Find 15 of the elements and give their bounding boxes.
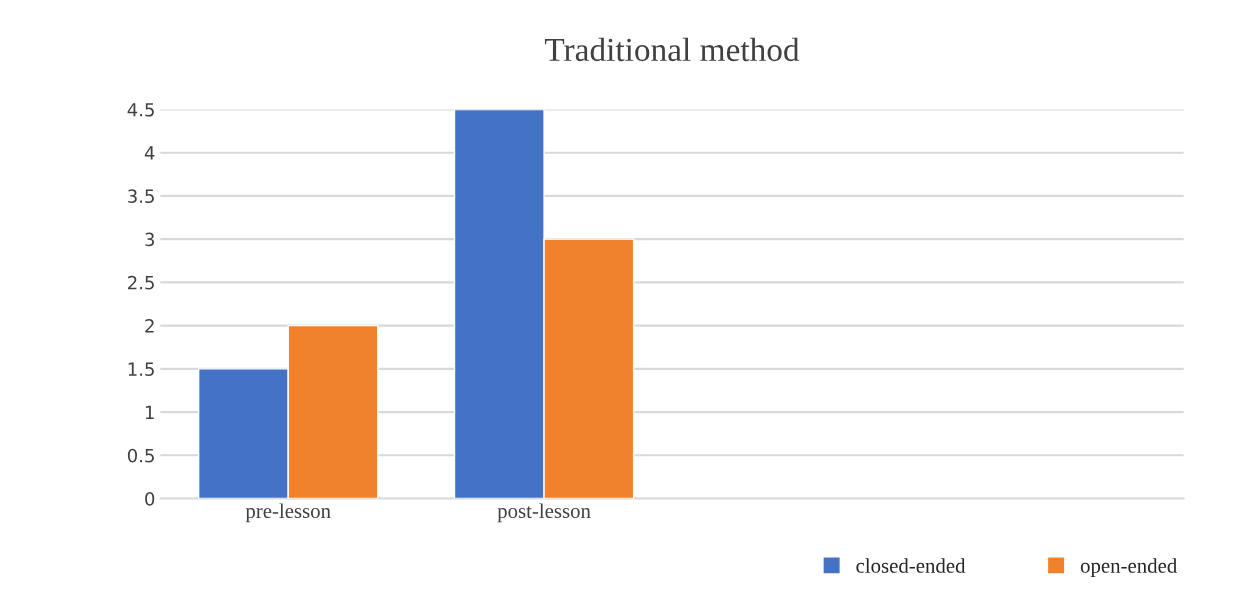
y-tick-label: 0.5 xyxy=(127,448,154,463)
x-tick-label: pre-lesson xyxy=(245,503,331,523)
legend-label: open-ended xyxy=(1080,558,1177,578)
y-tick-label: 0 xyxy=(145,492,155,506)
legend-label: closed-ended xyxy=(856,558,966,573)
y-tick-label: 4 xyxy=(144,146,155,160)
y-tick-label: 3 xyxy=(145,232,154,247)
y-tick-label: 2 xyxy=(145,319,154,333)
y-tick-label: 2.5 xyxy=(128,275,154,290)
y-tick-label: 1 xyxy=(145,405,154,419)
x-tick-label: post-lesson xyxy=(497,503,591,523)
chart-title: Traditional method xyxy=(544,37,800,62)
y-tick-label: 4.5 xyxy=(127,103,154,117)
y-tick-label: 3.5 xyxy=(128,189,154,204)
y-tick-label: 1.5 xyxy=(128,362,154,376)
